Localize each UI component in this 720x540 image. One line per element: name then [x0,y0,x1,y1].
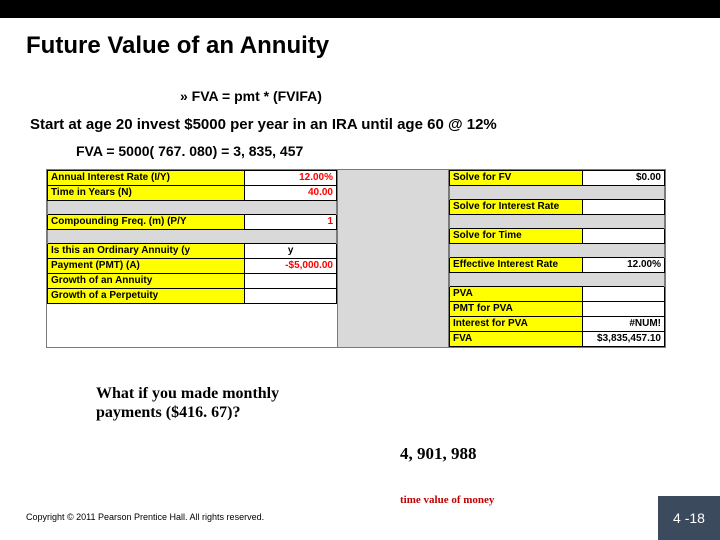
table-row: Effective Interest Rate12.00% [450,258,665,273]
row-label: Solve for FV [450,171,583,186]
row-value: $0.00 [583,171,665,186]
row-value: 40.00 [245,186,337,201]
row-label: Compounding Freq. (m) (P/Y [48,215,245,230]
row-label: PVA [450,287,583,302]
table-row: FVA$3,835,457.10 [450,332,665,347]
row-value [245,274,337,289]
row-label: Solve for Time [450,229,583,244]
table-row: Is this an Ordinary Annuity (yy [48,244,337,259]
gap-row [48,201,337,215]
row-label: Growth of a Perpetuity [48,289,245,304]
row-value: 1 [245,215,337,230]
table-row: Annual Interest Rate (I/Y)12.00% [48,171,337,186]
table-row: Solve for Time [450,229,665,244]
row-value [583,287,665,302]
slide-number: 4 -18 [658,496,720,540]
table-row: PVA [450,287,665,302]
table-row: Time in Years (N)40.00 [48,186,337,201]
row-label: Solve for Interest Rate [450,200,583,215]
row-value: y [245,244,337,259]
left-table: Annual Interest Rate (I/Y)12.00%Time in … [46,169,338,348]
row-value: -$5,000.00 [245,259,337,274]
row-value: 12.00% [245,171,337,186]
gap-row [450,273,665,287]
gap-row [450,244,665,258]
right-table: Solve for FV$0.00Solve for Interest Rate… [448,169,666,348]
row-value: 12.00% [583,258,665,273]
calculation-text: FVA = 5000( 767. 080) = 3, 835, 457 [76,143,720,159]
row-label: Time in Years (N) [48,186,245,201]
row-value: $3,835,457.10 [583,332,665,347]
row-value [583,229,665,244]
row-label: Growth of an Annuity [48,274,245,289]
table-row: Payment (PMT) (A)-$5,000.00 [48,259,337,274]
table-row: Growth of an Annuity [48,274,337,289]
row-label: FVA [450,332,583,347]
table-row: Solve for FV$0.00 [450,171,665,186]
gap-row [48,230,337,244]
subtitle-text: time value of money [400,494,494,506]
formula-text: » FVA = pmt * (FVIFA) [180,88,720,104]
row-label: Annual Interest Rate (I/Y) [48,171,245,186]
row-value [245,289,337,304]
row-label: Payment (PMT) (A) [48,259,245,274]
copyright-text: Copyright © 2011 Pearson Prentice Hall. … [26,512,264,522]
top-bar [0,0,720,18]
table-row: Solve for Interest Rate [450,200,665,215]
answer-text: 4, 901, 988 [400,444,477,464]
row-label: Interest for PVA [450,317,583,332]
gap-row [450,215,665,229]
row-value: #NUM! [583,317,665,332]
table-row: PMT for PVA [450,302,665,317]
middle-spacer [338,169,448,348]
page-title: Future Value of an Annuity [26,32,720,60]
table-row: Interest for PVA#NUM! [450,317,665,332]
table-row: Compounding Freq. (m) (P/Y1 [48,215,337,230]
row-value [583,200,665,215]
row-value [583,302,665,317]
gap-row [450,186,665,200]
scenario-text: Start at age 20 invest $5000 per year in… [30,116,720,133]
question-text: What if you made monthly payments ($416.… [96,384,336,422]
tables-container: Annual Interest Rate (I/Y)12.00%Time in … [46,169,720,348]
row-label: Effective Interest Rate [450,258,583,273]
row-label: Is this an Ordinary Annuity (y [48,244,245,259]
table-row: Growth of a Perpetuity [48,289,337,304]
row-label: PMT for PVA [450,302,583,317]
